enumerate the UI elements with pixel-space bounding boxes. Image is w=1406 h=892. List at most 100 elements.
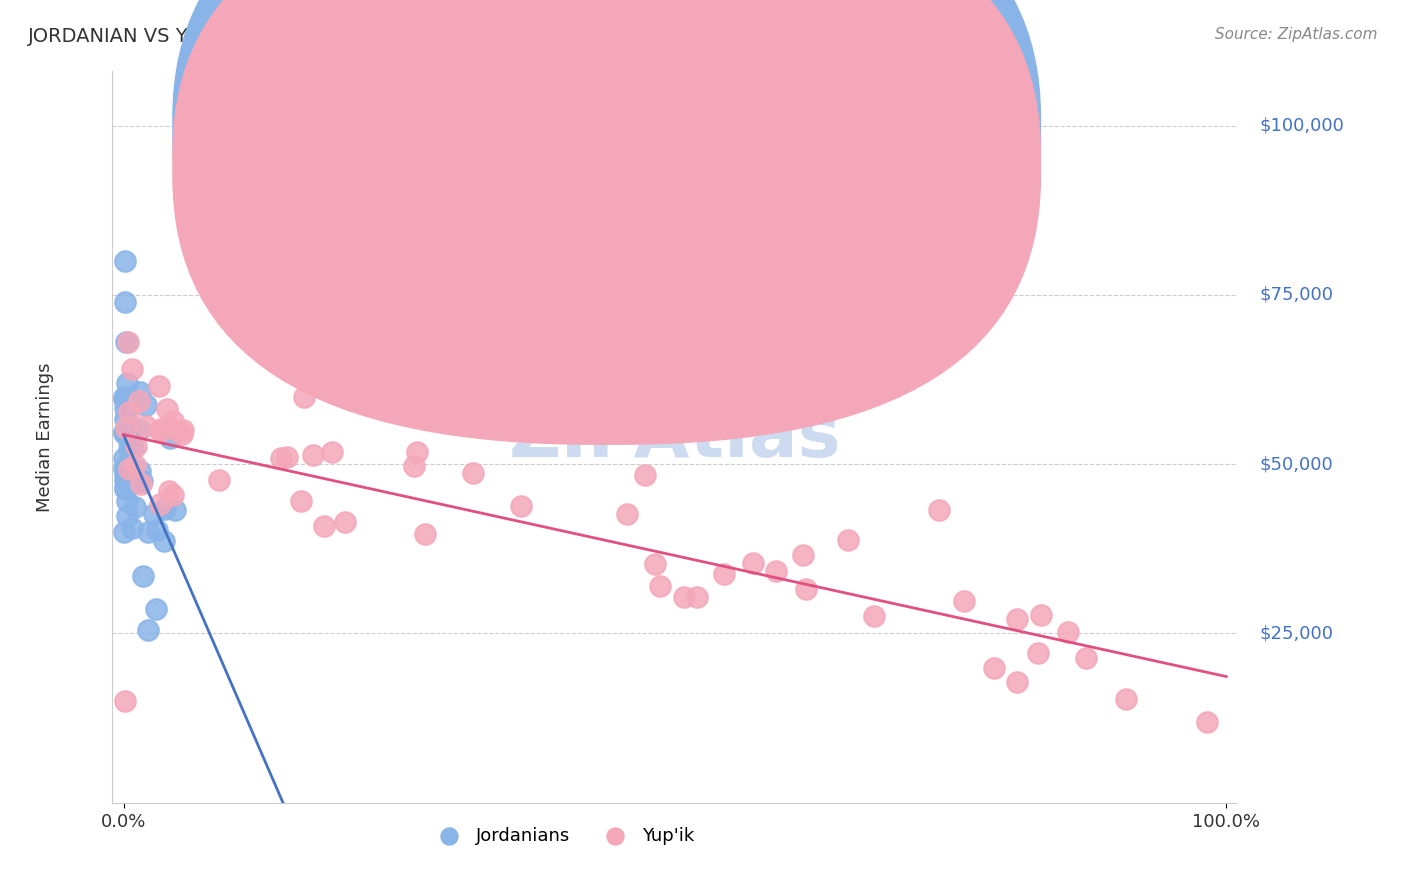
Point (117, 476, 139, 491)
Legend: Jordanians, Yup'ik: Jordanians, Yup'ik (423, 820, 702, 852)
Text: -0.034: -0.034 (668, 120, 733, 138)
Point (118, 462, 141, 476)
Point (121, 362, 143, 376)
Point (165, 424, 187, 438)
Point (172, 423, 194, 437)
Point (132, 569, 155, 583)
Point (142, 507, 165, 521)
Point (644, 558, 666, 572)
Point (120, 397, 142, 411)
Point (117, 400, 139, 414)
Point (149, 497, 172, 511)
Text: $50,000: $50,000 (1260, 455, 1333, 473)
Point (146, 523, 169, 537)
Point (117, 442, 139, 456)
Point (270, 450, 292, 465)
Point (742, 557, 765, 571)
Point (406, 444, 429, 458)
Point (117, 376, 139, 391)
Point (321, 445, 343, 459)
Point (125, 439, 148, 453)
Point (404, 459, 426, 474)
Point (136, 525, 159, 540)
Point (794, 582, 817, 596)
Point (125, 475, 148, 489)
Point (114, 401, 136, 416)
Point (634, 468, 657, 483)
Point (1029, 608, 1052, 623)
Point (292, 390, 315, 404)
Point (112, 425, 135, 439)
Point (314, 518, 336, 533)
Point (112, 392, 135, 406)
Point (156, 401, 179, 416)
Text: Median Earnings: Median Earnings (37, 362, 53, 512)
Point (983, 661, 1005, 675)
Text: 60: 60 (799, 156, 824, 174)
Point (112, 524, 135, 539)
Text: $75,000: $75,000 (1260, 285, 1334, 304)
Text: R =: R = (626, 156, 665, 174)
Point (686, 591, 709, 605)
Point (415, 527, 437, 541)
Point (112, 390, 135, 404)
Point (114, 294, 136, 309)
Point (114, 254, 136, 268)
Point (290, 493, 312, 508)
Point (114, 451, 136, 466)
Point (153, 502, 176, 516)
Point (129, 385, 152, 400)
Point (114, 467, 136, 481)
Text: -0.664: -0.664 (668, 156, 733, 174)
Point (157, 484, 180, 499)
Point (148, 378, 170, 392)
Point (115, 458, 138, 472)
Point (118, 434, 141, 448)
Point (135, 419, 157, 434)
Point (152, 533, 174, 548)
Point (650, 579, 672, 593)
Point (862, 609, 884, 624)
Point (135, 398, 157, 412)
Point (128, 423, 150, 437)
Text: R =: R = (626, 120, 665, 138)
Point (510, 500, 533, 514)
Text: JORDANIAN VS YUP'IK MEDIAN EARNINGS CORRELATION CHART: JORDANIAN VS YUP'IK MEDIAN EARNINGS CORR… (28, 27, 647, 45)
Point (1026, 646, 1049, 660)
Point (150, 421, 173, 435)
Point (124, 500, 146, 514)
Point (131, 474, 153, 488)
Text: $25,000: $25,000 (1260, 624, 1334, 642)
Point (163, 503, 186, 517)
Point (461, 466, 484, 480)
Text: N =: N = (759, 120, 799, 138)
Point (1115, 691, 1137, 706)
Point (208, 473, 231, 487)
Point (114, 694, 136, 708)
Point (792, 549, 814, 563)
Text: N =: N = (759, 156, 799, 174)
Point (117, 335, 139, 350)
Text: $100,000: $100,000 (1260, 117, 1344, 135)
Point (124, 458, 146, 472)
Point (114, 463, 136, 477)
Point (114, 482, 136, 496)
Point (129, 464, 152, 478)
Point (118, 405, 141, 419)
Point (301, 448, 323, 462)
Point (114, 391, 136, 405)
Point (765, 564, 787, 578)
Point (953, 594, 976, 608)
Point (713, 566, 735, 581)
Point (276, 450, 298, 464)
Point (128, 393, 150, 408)
Point (114, 335, 136, 350)
Point (333, 515, 356, 529)
Point (162, 414, 184, 428)
Point (162, 488, 184, 502)
Point (616, 508, 638, 522)
Point (1197, 714, 1219, 729)
Text: Source: ZipAtlas.com: Source: ZipAtlas.com (1215, 27, 1378, 42)
Point (114, 480, 136, 494)
Point (117, 455, 139, 469)
